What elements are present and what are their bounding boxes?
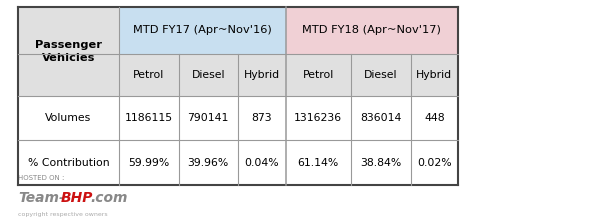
Text: Petrol: Petrol (133, 70, 164, 80)
Text: 448: 448 (424, 113, 444, 123)
Bar (286, 7, 458, 54)
Bar (18, 140, 458, 185)
Text: .com: .com (90, 192, 128, 205)
Text: 39.96%: 39.96% (187, 158, 229, 168)
Bar (119, 7, 286, 54)
Text: Diesel: Diesel (192, 70, 225, 80)
Text: 38.84%: 38.84% (360, 158, 402, 168)
Text: MTD FY18 (Apr~Nov'17): MTD FY18 (Apr~Nov'17) (302, 25, 441, 35)
Text: copyright respective owners: copyright respective owners (18, 212, 108, 217)
Text: 873: 873 (252, 113, 272, 123)
Text: Hybrid: Hybrid (416, 70, 452, 80)
Text: HOSTED ON :: HOSTED ON : (18, 176, 64, 181)
Text: 1316236: 1316236 (295, 113, 342, 123)
Text: 836014: 836014 (360, 113, 402, 123)
Text: 1186115: 1186115 (125, 113, 173, 123)
Text: 790141: 790141 (187, 113, 229, 123)
Text: 0.04%: 0.04% (245, 158, 279, 168)
Bar (18, 96, 458, 140)
Bar (119, 54, 178, 96)
Bar (411, 54, 458, 96)
Bar (238, 54, 286, 96)
Bar (18, 7, 119, 96)
Text: BHP: BHP (61, 192, 93, 205)
Text: Volumes: Volumes (45, 113, 92, 123)
Bar (178, 54, 238, 96)
Text: 0.02%: 0.02% (417, 158, 452, 168)
Text: % Contribution: % Contribution (27, 158, 109, 168)
Text: Hybrid: Hybrid (244, 70, 280, 80)
Text: Team-: Team- (18, 192, 65, 205)
Bar (351, 54, 411, 96)
Text: 61.14%: 61.14% (298, 158, 339, 168)
Bar (286, 54, 351, 96)
Text: Diesel: Diesel (364, 70, 397, 80)
Text: Passenger
Vehicles: Passenger Vehicles (35, 40, 102, 63)
Text: 59.99%: 59.99% (128, 158, 170, 168)
Text: Petrol: Petrol (303, 70, 334, 80)
Text: MTD FY17 (Apr~Nov'16): MTD FY17 (Apr~Nov'16) (133, 25, 272, 35)
